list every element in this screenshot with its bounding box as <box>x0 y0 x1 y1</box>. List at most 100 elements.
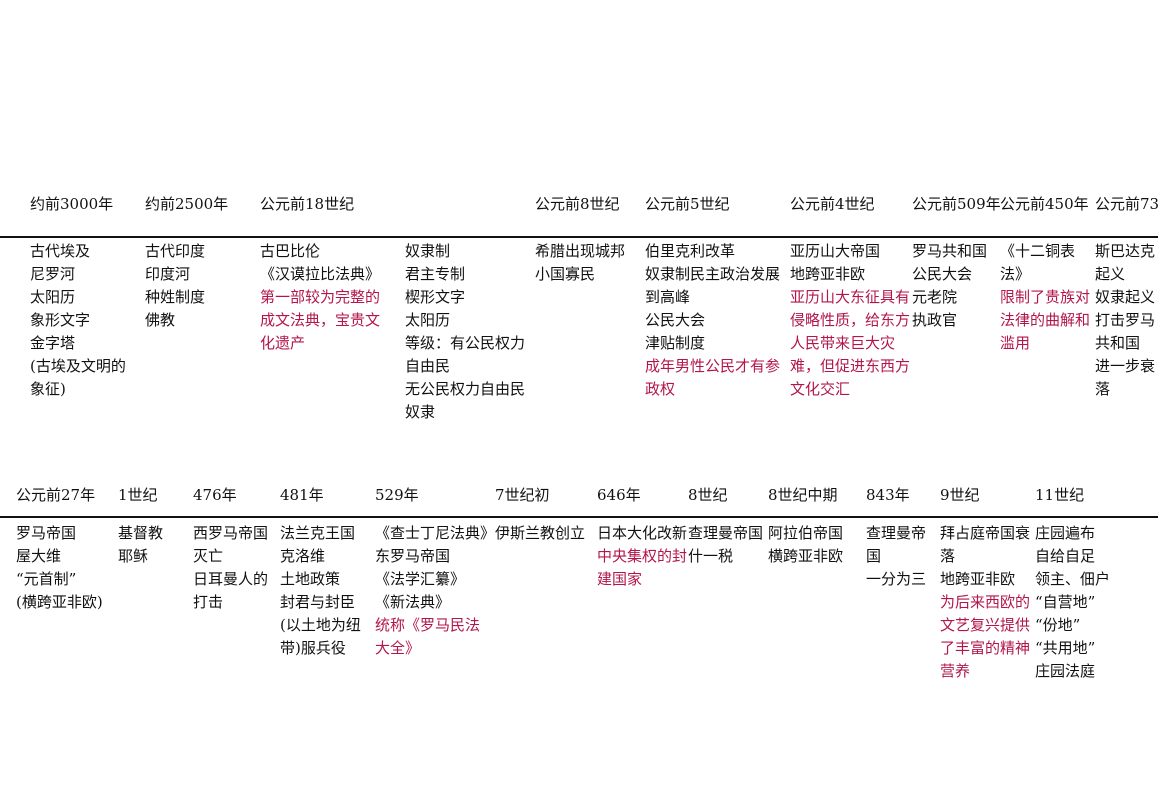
event-text: 伊斯兰教创立 <box>495 524 586 542</box>
event-entry: 查理曼帝国 一分为三 <box>866 522 936 591</box>
event-entry: 《查士丁尼法典》 东罗马帝国《法学汇纂》 《新法典》统称《罗马民法大全》 <box>375 522 496 660</box>
event-text: 元老院 <box>912 288 958 306</box>
event-text: 奴隶制 <box>405 242 451 260</box>
event-text: 什一税 <box>688 547 734 565</box>
event-text: 克洛维 <box>280 547 326 565</box>
event-text: 《新法典》 <box>375 593 451 611</box>
event-text: 基督教 <box>118 524 164 542</box>
event-text: 《法学汇纂》 <box>375 570 466 588</box>
event-text: (以土地为纽带)服兵役 <box>280 616 361 657</box>
event-text: 伯里克利改革 <box>645 242 736 260</box>
event-text: 《查士丁尼法典》 <box>375 524 496 542</box>
date-label: 公元前4世纪 <box>790 195 875 213</box>
date-label: 7世纪初 <box>495 486 550 504</box>
event-entry: 基督教 耶稣 <box>118 522 188 568</box>
event-text: “自营地” <box>1035 593 1096 611</box>
event-text: 土地政策 <box>280 570 341 588</box>
event-text: 小国寡民 <box>535 265 596 283</box>
event-text: 耶稣 <box>118 547 149 565</box>
event-entry: 伯里克利改革 奴隶制民主政治发展到高峰 公民大会 津贴制度 成年男性公民才有参政权 <box>645 240 785 401</box>
event-text: “共用地” <box>1035 639 1096 657</box>
date-label: 公元前73年 <box>1095 195 1158 213</box>
event-text: 等级：有公民权力自由民 <box>405 334 526 375</box>
date-label: 8世纪 <box>688 486 728 504</box>
date-label: 476年 <box>193 486 237 504</box>
event-text: 金字塔 <box>30 334 76 352</box>
event-text: 奴隶 <box>405 403 436 421</box>
event-text: 象形文字 <box>30 311 91 329</box>
event-text: 拜占庭帝国衰落 <box>940 524 1031 565</box>
event-entry: 法兰克王国克洛维土地政策封君与封臣 (以土地为纽带)服兵役 <box>280 522 370 660</box>
event-text: 日本大化改新 <box>597 524 688 542</box>
event-entry: 庄园遍布自给自足领主、佃户 “自营地” “份地” “共用地” 庄园法庭 <box>1035 522 1145 683</box>
date-label: 8世纪中期 <box>768 486 838 504</box>
timeline-axis <box>0 236 1158 238</box>
event-text: 屋大维 <box>16 547 62 565</box>
event-text: 希腊出现城邦 <box>535 242 626 260</box>
event-note: 中央集权的封建国家 <box>597 547 688 588</box>
event-text: 领主、佃户 <box>1035 570 1111 588</box>
date-label: 公元前450年 <box>1000 195 1089 213</box>
date-label: 843年 <box>866 486 910 504</box>
event-text: 亚历山大帝国 <box>790 242 881 260</box>
event-note: 第一部较为完整的成文法典，宝贵文化遗产 <box>260 288 381 352</box>
date-label: 646年 <box>597 486 641 504</box>
date-label: 9世纪 <box>940 486 980 504</box>
event-text: “份地” <box>1035 616 1081 634</box>
event-text: 罗马共和国 <box>912 242 988 260</box>
event-entry: 希腊出现城邦 小国寡民 <box>535 240 640 286</box>
event-text: 罗马帝国 <box>16 524 77 542</box>
event-text: 执政官 <box>912 311 958 329</box>
event-text: 庄园遍布 <box>1035 524 1096 542</box>
event-text: 尼罗河 <box>30 265 76 283</box>
event-text: 奴隶制民主政治发展到高峰 <box>645 265 781 306</box>
event-text: 东罗马帝国 <box>375 547 451 565</box>
event-text: 日耳曼人的打击 <box>193 570 269 611</box>
event-text: 奴隶起义打击罗马共和国 <box>1095 288 1156 352</box>
timeline-axis <box>0 516 1158 518</box>
event-text: 进一步衰落 <box>1095 357 1156 398</box>
event-text: 法兰克王国 <box>280 524 356 542</box>
event-text: 种姓制度 <box>145 288 206 306</box>
event-text: 阿拉伯帝国 <box>768 524 844 542</box>
event-note: 亚历山大东征具有侵略性质，给东方人民带来巨大灾难，但促进东西方文化交汇 <box>790 288 911 398</box>
event-text: 印度河 <box>145 265 191 283</box>
event-text: 地跨亚非欧 <box>790 265 866 283</box>
event-text: 西罗马帝国灭亡 <box>193 524 269 565</box>
event-text: 《汉谟拉比法典》 <box>260 265 381 283</box>
event-text: 太阳历 <box>405 311 451 329</box>
event-text: 无公民权力自由民 <box>405 380 526 398</box>
event-text: 地跨亚非欧 <box>940 570 1016 588</box>
event-entry: 阿拉伯帝国横跨亚非欧 <box>768 522 863 568</box>
event-entry: 罗马共和国公民大会元老院执政官 <box>912 240 997 332</box>
event-entry: 古代埃及 尼罗河 太阳历 象形文字 金字塔 (古埃及文明的象征) <box>30 240 140 401</box>
event-text: 公民大会 <box>912 265 973 283</box>
event-note: 统称《罗马民法大全》 <box>375 616 481 657</box>
event-text: 公民大会 <box>645 311 706 329</box>
date-label: 481年 <box>280 486 324 504</box>
date-label: 公元前18世纪 <box>260 195 355 213</box>
event-entry: 查理曼帝国 什一税 <box>688 522 763 568</box>
event-text: 楔形文字 <box>405 288 466 306</box>
event-text: 庄园法庭 <box>1035 662 1096 680</box>
event-text: 君主专制 <box>405 265 466 283</box>
event-text: “元首制” <box>16 570 77 588</box>
event-entry: 日本大化改新中央集权的封建国家 <box>597 522 687 591</box>
event-text: 自给自足 <box>1035 547 1096 565</box>
event-entry: 西罗马帝国灭亡 日耳曼人的打击 <box>193 522 278 614</box>
event-text: 《十二铜表法》 <box>1000 242 1076 283</box>
event-text: 佛教 <box>145 311 176 329</box>
event-note: 成年男性公民才有参政权 <box>645 357 781 398</box>
event-entry: 伊斯兰教创立 <box>495 522 590 545</box>
event-text: (横跨亚非欧) <box>16 593 103 611</box>
event-text: 封君与封臣 <box>280 593 356 611</box>
date-label: 公元前509年 <box>912 195 1001 213</box>
event-text: 横跨亚非欧 <box>768 547 844 565</box>
event-text: 古代埃及 <box>30 242 91 260</box>
event-entry: 拜占庭帝国衰落 地跨亚非欧 为后来西欧的文艺复兴提供了丰富的精神营养 <box>940 522 1030 683</box>
event-note: 限制了贵族对法律的曲解和滥用 <box>1000 288 1091 352</box>
date-label: 约前3000年 <box>30 195 114 213</box>
event-text: 查理曼帝国 <box>688 524 764 542</box>
event-text: 斯巴达克起义 <box>1095 242 1156 283</box>
